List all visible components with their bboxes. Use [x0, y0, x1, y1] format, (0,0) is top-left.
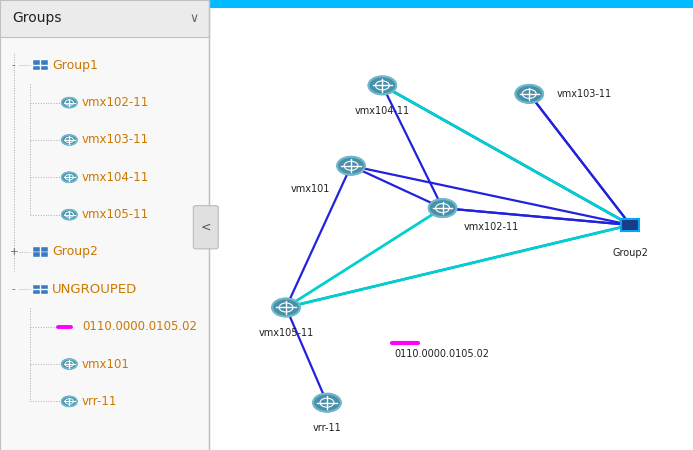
Text: vmx102-11: vmx102-11	[82, 96, 149, 109]
Text: vmx105-11: vmx105-11	[258, 328, 314, 338]
FancyBboxPatch shape	[41, 247, 48, 252]
Text: -: -	[12, 284, 16, 294]
Text: 0110.0000.0105.02: 0110.0000.0105.02	[82, 320, 197, 333]
Text: vmx101: vmx101	[291, 184, 331, 194]
Text: vmx103-11: vmx103-11	[557, 89, 612, 99]
Circle shape	[369, 76, 396, 94]
Circle shape	[62, 98, 77, 108]
Text: Group1: Group1	[52, 59, 98, 72]
Text: vmx101: vmx101	[82, 358, 130, 370]
FancyBboxPatch shape	[0, 0, 209, 37]
Text: Group2: Group2	[613, 248, 649, 257]
Text: +: +	[10, 247, 18, 257]
Text: -: -	[12, 60, 16, 70]
Text: UNGROUPED: UNGROUPED	[52, 283, 137, 296]
Circle shape	[516, 85, 543, 103]
FancyBboxPatch shape	[33, 247, 40, 252]
FancyBboxPatch shape	[41, 252, 48, 257]
Text: 0110.0000.0105.02: 0110.0000.0105.02	[394, 348, 489, 359]
FancyBboxPatch shape	[41, 284, 48, 289]
Text: vmx105-11: vmx105-11	[82, 208, 149, 221]
Circle shape	[313, 394, 341, 412]
FancyBboxPatch shape	[33, 66, 40, 70]
Text: <: <	[200, 221, 211, 234]
Circle shape	[62, 135, 77, 145]
Circle shape	[62, 210, 77, 220]
FancyBboxPatch shape	[41, 60, 48, 65]
Circle shape	[337, 157, 365, 175]
Text: vrr-11: vrr-11	[313, 423, 342, 433]
Circle shape	[429, 199, 457, 217]
FancyBboxPatch shape	[33, 60, 40, 65]
Text: Group2: Group2	[52, 246, 98, 258]
FancyBboxPatch shape	[33, 290, 40, 294]
Text: Groups: Groups	[12, 11, 62, 26]
Text: vmx103-11: vmx103-11	[82, 134, 149, 146]
Circle shape	[62, 359, 77, 369]
FancyBboxPatch shape	[0, 0, 209, 450]
Text: vmx104-11: vmx104-11	[82, 171, 149, 184]
Text: ∨: ∨	[190, 12, 199, 25]
FancyBboxPatch shape	[41, 290, 48, 294]
FancyBboxPatch shape	[193, 206, 218, 249]
Circle shape	[62, 396, 77, 406]
Text: vmx104-11: vmx104-11	[355, 106, 410, 116]
FancyBboxPatch shape	[622, 219, 640, 231]
Text: vrr-11: vrr-11	[82, 395, 117, 408]
FancyBboxPatch shape	[41, 66, 48, 70]
FancyBboxPatch shape	[209, 0, 693, 8]
Text: vmx102-11: vmx102-11	[464, 221, 518, 232]
Circle shape	[272, 298, 300, 316]
FancyBboxPatch shape	[33, 252, 40, 257]
FancyBboxPatch shape	[33, 284, 40, 289]
Circle shape	[62, 172, 77, 182]
